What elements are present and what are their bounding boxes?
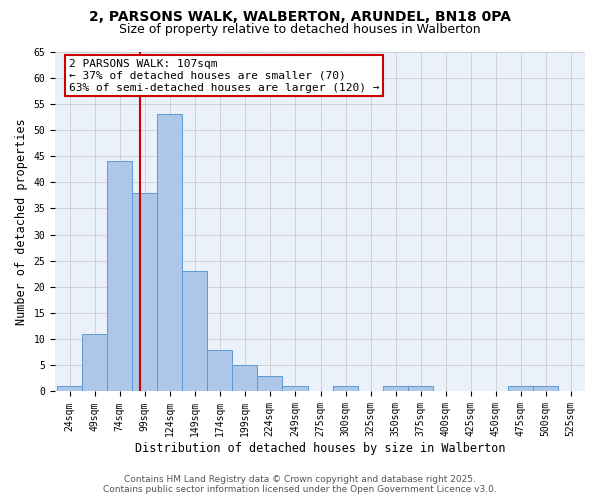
- Bar: [383, 386, 408, 392]
- Text: Size of property relative to detached houses in Walberton: Size of property relative to detached ho…: [119, 22, 481, 36]
- Bar: [57, 386, 82, 392]
- Bar: [157, 114, 182, 392]
- Bar: [533, 386, 558, 392]
- Bar: [207, 350, 232, 392]
- Text: 2, PARSONS WALK, WALBERTON, ARUNDEL, BN18 0PA: 2, PARSONS WALK, WALBERTON, ARUNDEL, BN1…: [89, 10, 511, 24]
- Bar: [282, 386, 308, 392]
- Bar: [333, 386, 358, 392]
- Bar: [232, 366, 257, 392]
- Bar: [182, 271, 207, 392]
- Bar: [508, 386, 533, 392]
- Text: 2 PARSONS WALK: 107sqm
← 37% of detached houses are smaller (70)
63% of semi-det: 2 PARSONS WALK: 107sqm ← 37% of detached…: [69, 60, 380, 92]
- Text: Contains HM Land Registry data © Crown copyright and database right 2025.
Contai: Contains HM Land Registry data © Crown c…: [103, 474, 497, 494]
- X-axis label: Distribution of detached houses by size in Walberton: Distribution of detached houses by size …: [135, 442, 505, 455]
- Bar: [257, 376, 282, 392]
- Bar: [132, 192, 157, 392]
- Bar: [82, 334, 107, 392]
- Bar: [408, 386, 433, 392]
- Y-axis label: Number of detached properties: Number of detached properties: [15, 118, 28, 325]
- Bar: [107, 162, 132, 392]
